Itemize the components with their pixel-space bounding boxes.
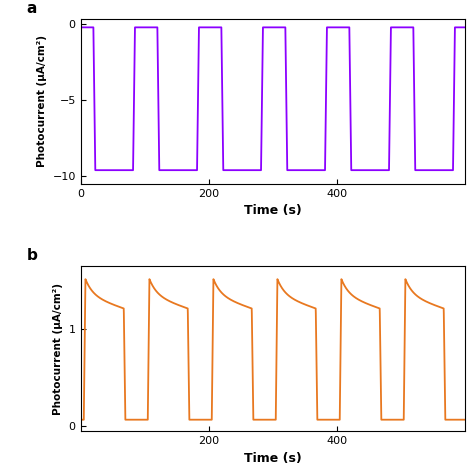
Text: a: a <box>27 0 37 16</box>
X-axis label: Time (s): Time (s) <box>244 204 301 217</box>
Y-axis label: Photocurrent (μA/cm²): Photocurrent (μA/cm²) <box>53 283 63 415</box>
Y-axis label: Photocurrent (μA/cm²): Photocurrent (μA/cm²) <box>37 36 47 167</box>
X-axis label: Time (s): Time (s) <box>244 452 301 465</box>
Text: b: b <box>27 248 38 263</box>
